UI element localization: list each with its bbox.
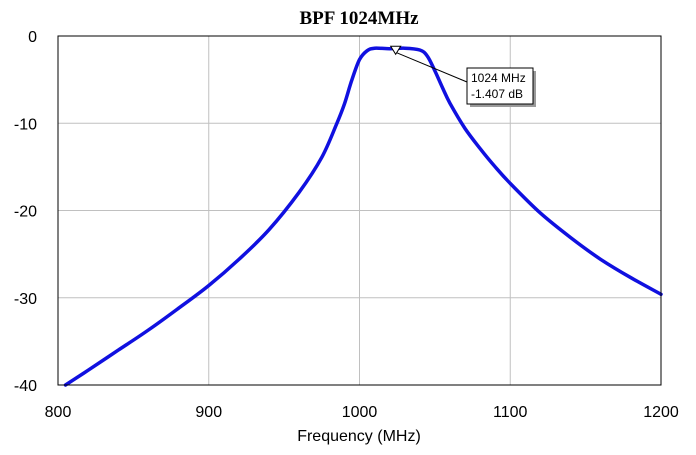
tick-labels: 800 900 1000 1100 1200 0 -10 -20 -30 -40	[14, 29, 679, 421]
marker: 1024 MHz -1.407 dB	[389, 45, 536, 107]
chart-title: BPF 1024MHz	[299, 8, 419, 29]
series-line-0	[63, 46, 663, 387]
x-tick-label: 1100	[493, 404, 528, 421]
marker-value: -1.407 dB	[471, 87, 523, 101]
plot-frame	[57, 35, 662, 386]
marker-frequency: 1024 MHz	[471, 71, 526, 85]
grid	[58, 36, 661, 385]
series-layer	[63, 46, 663, 387]
x-tick-label: 1000	[342, 404, 378, 421]
x-axis-label: Frequency (MHz)	[297, 428, 421, 445]
y-tick-label: -20	[14, 204, 37, 221]
y-tick-label: -30	[14, 291, 37, 308]
x-tick-label: 1200	[643, 404, 679, 421]
y-tick-label: 0	[28, 29, 37, 46]
marker-box	[466, 67, 534, 105]
marker-leader-line	[395, 51, 468, 83]
x-tick-label: 800	[45, 404, 72, 421]
y-tick-label: -10	[14, 116, 37, 133]
marker-triangle-icon	[389, 45, 402, 56]
x-tick-label: 900	[195, 404, 222, 421]
y-tick-label: -40	[14, 378, 37, 395]
